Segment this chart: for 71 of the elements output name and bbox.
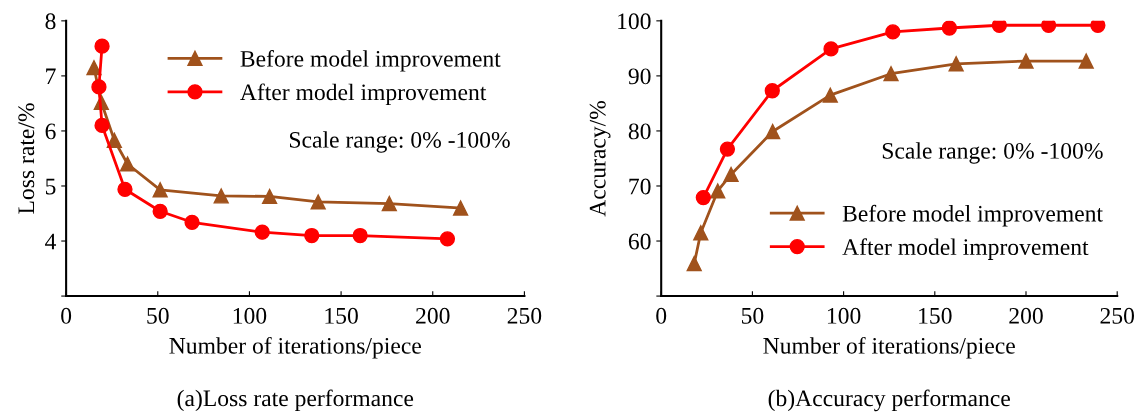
x-tick-label: 150 bbox=[919, 307, 952, 324]
point bbox=[764, 83, 780, 99]
point bbox=[695, 189, 711, 206]
legend-label: Before model improvement bbox=[240, 49, 501, 72]
point bbox=[452, 200, 469, 216]
point bbox=[439, 231, 456, 247]
x-tick-label: 250 bbox=[1100, 307, 1135, 324]
point bbox=[948, 56, 964, 72]
y-tick-label: 8 bbox=[45, 13, 56, 30]
point bbox=[1040, 20, 1057, 33]
x-tick-label: 150 bbox=[325, 307, 358, 324]
y-tick-label: 100 bbox=[618, 13, 651, 30]
x-tick-label: 50 bbox=[147, 307, 169, 324]
point bbox=[152, 182, 168, 198]
y-tick-label: 6 bbox=[45, 123, 56, 140]
x-axis-title: Number of iterations/piece bbox=[763, 336, 1015, 359]
y-tick-label: 80 bbox=[628, 123, 651, 140]
y-tick-label: 60 bbox=[628, 233, 651, 250]
y-tick-label: 7 bbox=[46, 68, 56, 85]
legend-label: After model improvement bbox=[240, 83, 487, 106]
y-tick-label: 70 bbox=[629, 178, 651, 195]
point bbox=[254, 224, 270, 240]
x-tick-label: 200 bbox=[1009, 307, 1043, 324]
point bbox=[883, 66, 899, 82]
point bbox=[991, 20, 1008, 33]
point bbox=[1018, 53, 1034, 69]
annotation: Scale range: 0% -100% bbox=[289, 131, 510, 153]
point bbox=[86, 59, 102, 76]
text: (a)Loss rate performance bbox=[177, 389, 414, 412]
y-axis-title: Accuracy/% bbox=[589, 100, 611, 217]
y-tick-label: 4 bbox=[45, 233, 57, 250]
x-tick-label: 250 bbox=[507, 307, 542, 324]
point bbox=[261, 188, 278, 205]
y-axis-title: Loss rate/% bbox=[18, 103, 35, 214]
point bbox=[304, 227, 320, 244]
point bbox=[94, 117, 110, 134]
point bbox=[765, 123, 781, 140]
point bbox=[184, 214, 200, 230]
x-tick-label: 100 bbox=[827, 307, 861, 324]
point bbox=[719, 141, 736, 157]
x-tick-label: 0 bbox=[656, 307, 667, 324]
x-tick-label: 200 bbox=[416, 307, 450, 324]
point bbox=[885, 24, 901, 40]
x-tick-label: 0 bbox=[61, 307, 72, 324]
point bbox=[381, 195, 397, 212]
point bbox=[1090, 20, 1106, 33]
point bbox=[213, 188, 229, 204]
point bbox=[710, 183, 726, 199]
point bbox=[152, 203, 168, 219]
legend-label: Before model improvement bbox=[842, 204, 1103, 227]
point bbox=[686, 255, 702, 272]
point bbox=[91, 79, 107, 95]
annotation: Scale range: 0% -100% bbox=[882, 142, 1103, 164]
x-tick-label: 50 bbox=[741, 307, 764, 324]
y-tick-label: 90 bbox=[628, 68, 651, 85]
point bbox=[1078, 53, 1094, 69]
point bbox=[823, 41, 839, 57]
point bbox=[94, 38, 110, 54]
point bbox=[310, 194, 326, 210]
point bbox=[352, 227, 368, 244]
x-axis-title: Number of iterations/piece bbox=[169, 336, 421, 359]
point bbox=[119, 156, 136, 172]
text: (b)Accuracy performance bbox=[768, 389, 1010, 412]
legend-label: After model improvement bbox=[842, 238, 1089, 260]
x-tick-label: 100 bbox=[233, 307, 267, 324]
point bbox=[117, 181, 133, 197]
point bbox=[822, 87, 838, 103]
point bbox=[723, 166, 739, 183]
point bbox=[941, 20, 958, 36]
point bbox=[693, 225, 709, 241]
y-tick-label: 5 bbox=[45, 178, 56, 195]
